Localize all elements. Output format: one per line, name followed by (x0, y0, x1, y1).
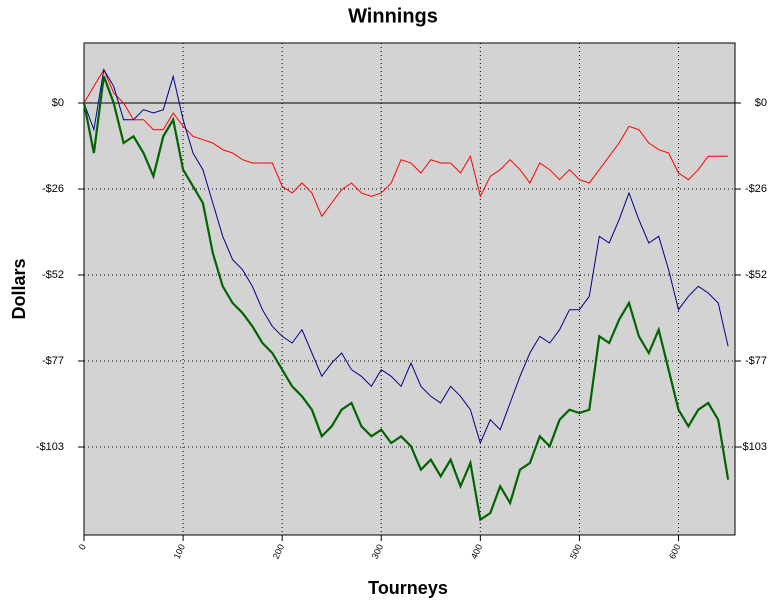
chart-title: Winnings (348, 5, 438, 27)
series-line (83, 68, 729, 218)
y-axis-label: Dollars (9, 258, 29, 319)
y-tick-label: -$103 (36, 441, 64, 453)
y-tick-label: -$52 (42, 269, 64, 281)
x-tick-label: 500 (568, 543, 583, 561)
y-tick-label-right: -$77 (745, 355, 767, 367)
y-tick-label-right: -$52 (745, 269, 767, 281)
y-tick-label-right: -$26 (745, 183, 767, 195)
plot-area (83, 42, 736, 536)
y-tick-label: $0 (52, 97, 64, 109)
x-tick-label: 200 (271, 543, 286, 561)
x-tick-label: 0 (77, 543, 88, 552)
y-tick-label-right: $0 (755, 97, 767, 109)
y-tick-label: -$77 (42, 355, 64, 367)
x-tick-label: 400 (469, 543, 484, 561)
x-tick-label: 300 (370, 543, 385, 561)
series-line (83, 68, 729, 445)
y-tick-label: -$26 (42, 183, 64, 195)
x-tick-label: 100 (172, 543, 187, 561)
y-tick-label-right: -$103 (739, 441, 767, 453)
series-line (82, 75, 730, 522)
x-axis-label: Tourneys (368, 578, 448, 598)
x-tick-label: 600 (667, 543, 682, 561)
